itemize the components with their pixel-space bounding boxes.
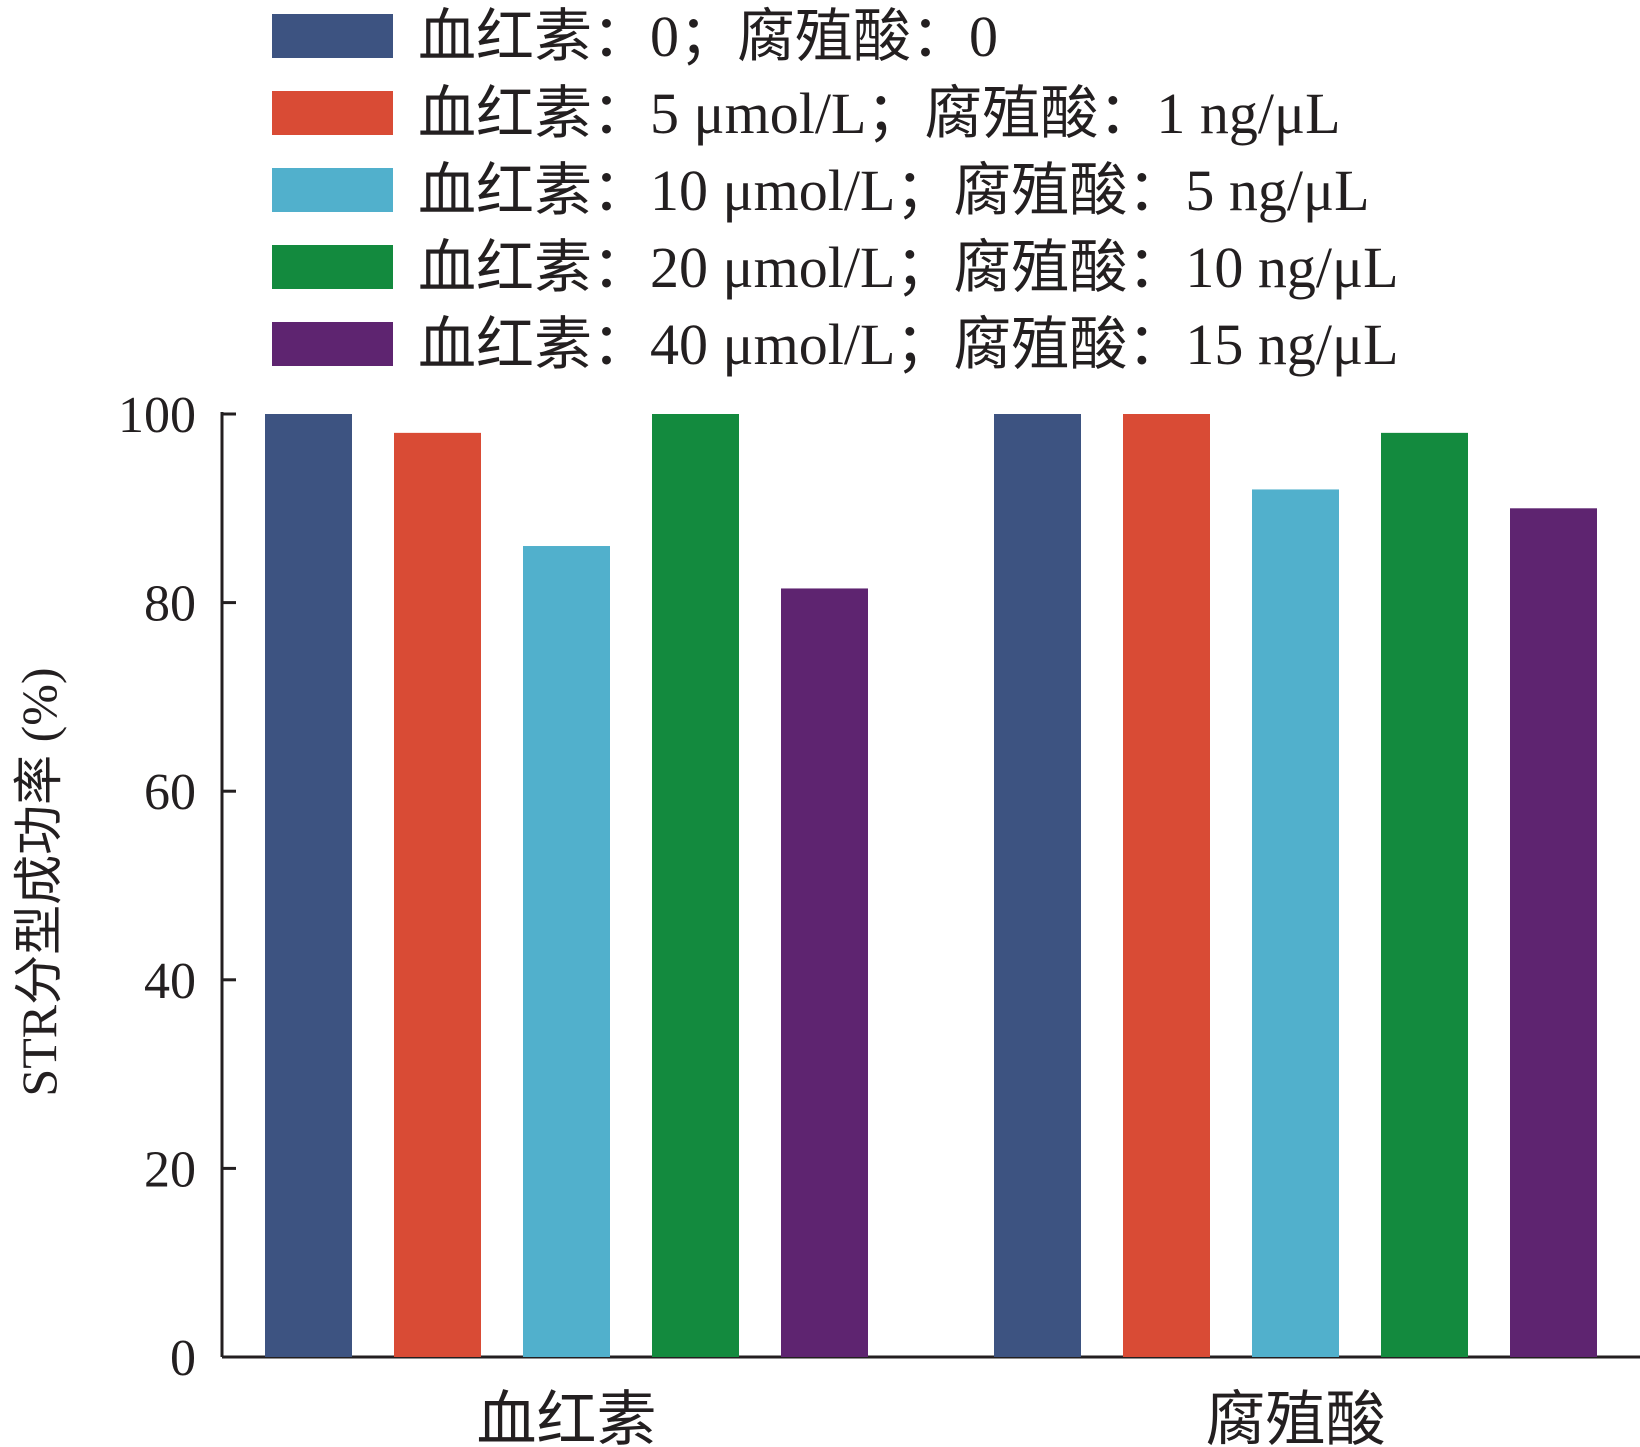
legend-swatch bbox=[272, 322, 393, 366]
y-tick-label: 80 bbox=[144, 576, 196, 633]
bar bbox=[1123, 414, 1210, 1357]
x-category-labels: 血红素 腐殖酸 bbox=[477, 1387, 1386, 1447]
bar bbox=[523, 546, 610, 1357]
legend-label: 血红素：20 μmol/L；腐殖酸：10 ng/μL bbox=[418, 235, 1399, 300]
bar bbox=[652, 414, 739, 1357]
bars bbox=[265, 414, 1597, 1357]
y-tick-label: 100 bbox=[118, 387, 196, 444]
y-axis-label: STR分型成功率 (%) bbox=[11, 667, 67, 1096]
legend-label: 血红素：5 μmol/L；腐殖酸：1 ng/μL bbox=[418, 81, 1341, 146]
x-category-label: 血红素 bbox=[477, 1387, 657, 1447]
y-ticks: 0 20 40 60 80 100 bbox=[118, 387, 236, 1387]
bar bbox=[394, 432, 481, 1357]
legend-swatch bbox=[272, 14, 393, 58]
legend: 血红素：0；腐殖酸：0 血红素：5 μmol/L；腐殖酸：1 ng/μL 血红素：1… bbox=[272, 4, 1399, 377]
legend-label: 血红素：10 μmol/L；腐殖酸：5 ng/μL bbox=[418, 158, 1370, 223]
legend-label: 血红素：0；腐殖酸：0 bbox=[418, 4, 998, 69]
bar bbox=[994, 414, 1081, 1357]
bar bbox=[265, 414, 352, 1357]
bar bbox=[781, 588, 868, 1357]
bar bbox=[1381, 432, 1468, 1357]
legend-swatch bbox=[272, 168, 393, 212]
legend-label: 血红素：40 μmol/L；腐殖酸：15 ng/μL bbox=[418, 312, 1399, 377]
x-category-label: 腐殖酸 bbox=[1206, 1387, 1386, 1447]
bar bbox=[1252, 489, 1339, 1357]
legend-swatch bbox=[272, 91, 393, 135]
y-tick-label: 0 bbox=[170, 1330, 196, 1387]
y-tick-label: 40 bbox=[144, 953, 196, 1010]
bar bbox=[1510, 508, 1597, 1357]
y-tick-label: 60 bbox=[144, 764, 196, 821]
y-tick-label: 20 bbox=[144, 1141, 196, 1198]
legend-swatch bbox=[272, 245, 393, 289]
